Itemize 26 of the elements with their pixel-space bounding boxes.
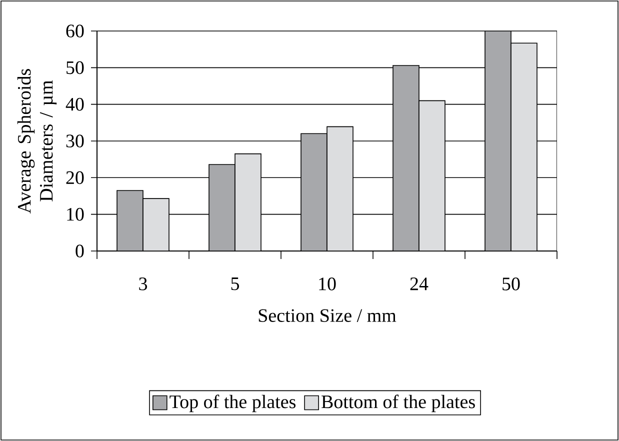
x-tick-label: 50: [502, 278, 520, 290]
y-tick-label: 40: [66, 98, 84, 111]
x-tick-label: 3: [139, 278, 148, 290]
bar: [326, 126, 354, 251]
y-tick-label: 30: [66, 134, 84, 148]
bar: [234, 153, 262, 251]
y-tick-label: 10: [67, 208, 84, 221]
y-tick-label: 20: [66, 171, 84, 184]
bar: [116, 190, 144, 251]
x-tick-label: 10: [319, 278, 336, 290]
bar: [418, 100, 446, 251]
legend-label: Top of the plates: [170, 394, 296, 412]
bar: [208, 164, 236, 251]
x-axis-title: Section Size / mm: [258, 309, 396, 322]
y-tick-label: 0: [76, 244, 84, 258]
bar: [392, 65, 420, 251]
y-tick-label: 60: [66, 24, 84, 38]
y-axis-title: Average Spheroids Diameters / µm: [17, 69, 57, 214]
bar: [300, 133, 328, 251]
legend-label: Bottom of the plates: [322, 394, 475, 412]
x-tick-label: 5: [231, 278, 240, 290]
bar: [484, 31, 512, 251]
y-tick-label: 50: [66, 61, 84, 74]
bar: [510, 42, 538, 251]
x-tick-label: 24: [410, 278, 428, 290]
bar: [142, 198, 170, 251]
